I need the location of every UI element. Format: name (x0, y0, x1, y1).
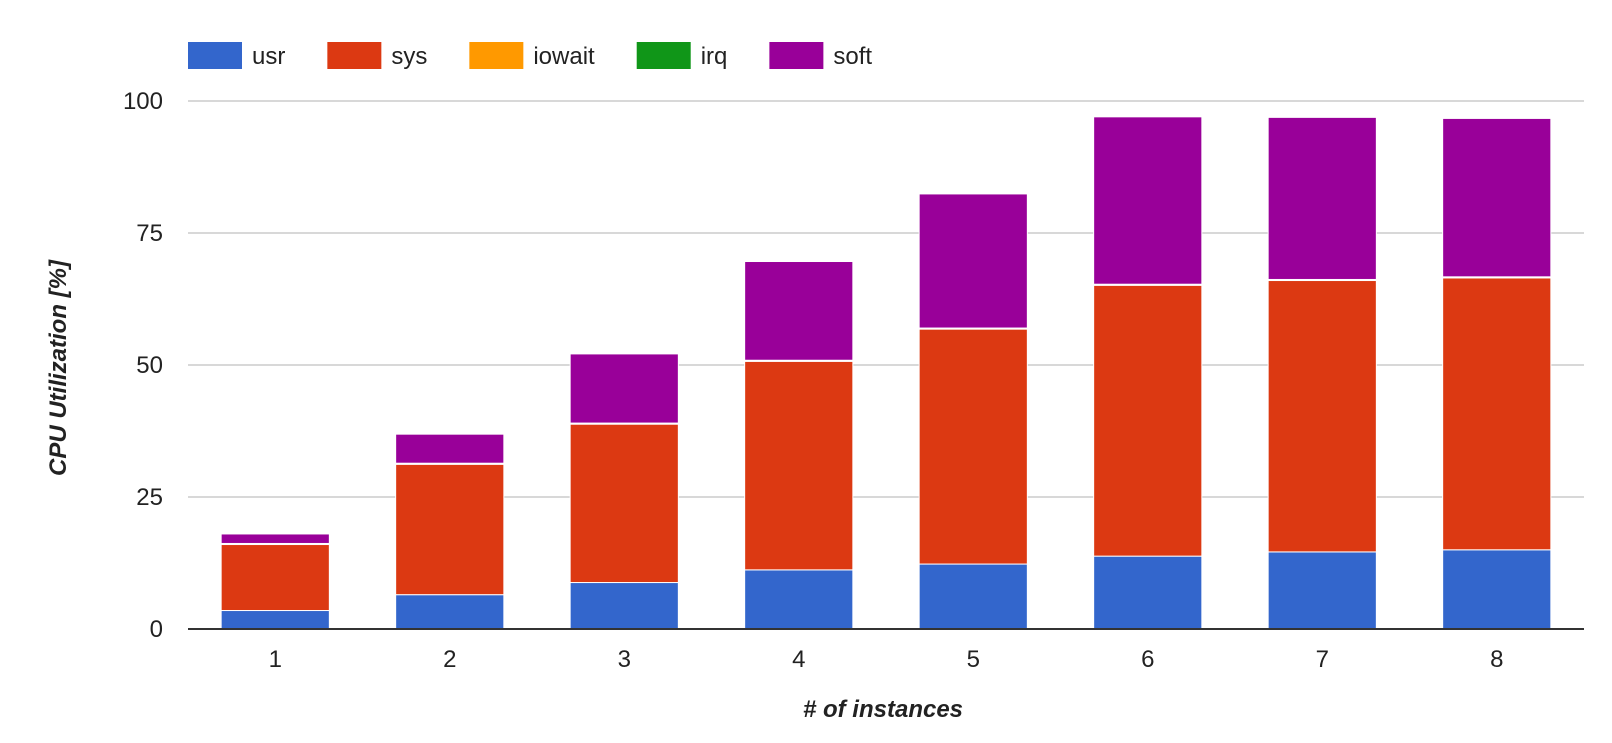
bar-soft-6 (1093, 116, 1203, 285)
bar-soft-8 (1442, 117, 1552, 278)
x-tick-label: 8 (1490, 646, 1503, 673)
y-tick-label: 0 (150, 616, 163, 643)
legend-label-usr: usr (252, 43, 285, 70)
bar-sys-4 (744, 360, 854, 571)
y-tick-label: 100 (123, 88, 163, 115)
legend: usr sys iowait irq soft (188, 42, 872, 70)
x-tick-label: 5 (967, 646, 980, 673)
bar-usr-3 (569, 582, 679, 630)
y-tick-label: 50 (136, 352, 163, 379)
x-tick-label: 3 (618, 646, 631, 673)
bar-soft-5 (918, 193, 1028, 329)
legend-swatch-iowait (469, 42, 524, 69)
legend-label-sys: sys (391, 43, 427, 70)
bar-sys-2 (395, 463, 505, 596)
legend-swatch-soft (769, 42, 824, 69)
y-axis-title: CPU Utilization [%] (45, 259, 72, 476)
x-tick-label: 6 (1141, 646, 1154, 673)
bar-soft-3 (569, 353, 679, 424)
legend-swatch-sys (327, 42, 382, 69)
bars (220, 116, 1552, 630)
legend-label-soft: soft (833, 43, 872, 70)
bar-sys-5 (918, 328, 1028, 565)
legend-swatch-irq (636, 42, 691, 69)
axes: 0 25 50 75 100 1 2 3 4 5 6 7 8 (123, 88, 1584, 673)
legend-swatch-usr (188, 42, 242, 69)
bar-sys-8 (1442, 277, 1552, 551)
bar-usr-2 (395, 594, 505, 630)
bar-sys-3 (569, 423, 679, 584)
legend-label-irq: irq (701, 43, 728, 70)
legend-label-iowait: iowait (533, 43, 595, 70)
bar-usr-5 (918, 563, 1028, 630)
bar-sys-1 (220, 544, 330, 612)
bar-soft-4 (744, 261, 854, 361)
bar-usr-8 (1442, 549, 1552, 630)
x-tick-label: 4 (792, 646, 805, 673)
bar-sys-7 (1267, 280, 1377, 553)
x-tick-label: 7 (1316, 646, 1329, 673)
x-tick-label: 2 (443, 646, 456, 673)
bar-usr-7 (1267, 551, 1377, 630)
bar-usr-6 (1093, 555, 1203, 630)
bar-soft-7 (1267, 116, 1377, 280)
y-tick-label: 75 (136, 220, 163, 247)
bar-usr-4 (744, 569, 854, 630)
x-tick-label: 1 (269, 646, 282, 673)
bar-usr-1 (220, 610, 330, 630)
x-axis-title: # of instances (803, 696, 963, 723)
bar-sys-6 (1093, 284, 1203, 557)
y-tick-label: 25 (136, 484, 163, 511)
bar-soft-1 (220, 533, 330, 544)
bar-soft-2 (395, 433, 505, 464)
